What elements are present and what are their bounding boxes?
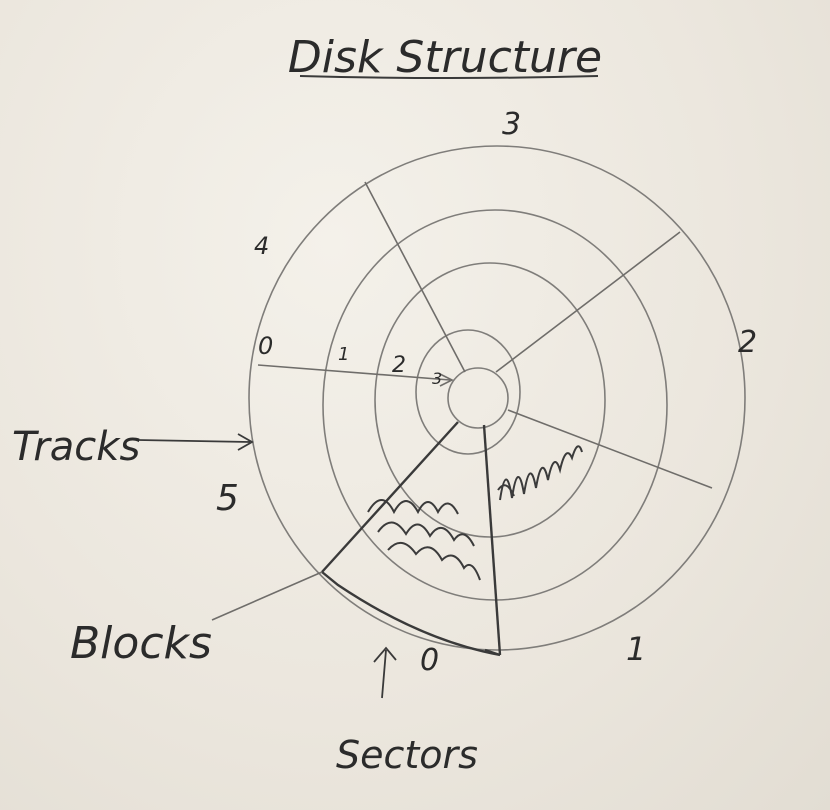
sector-outline bbox=[321, 571, 501, 657]
sector-number-2: 2 bbox=[738, 325, 757, 360]
track-ring-3 bbox=[415, 329, 521, 455]
blocks-pointer bbox=[211, 571, 323, 621]
sector-number-3: 3 bbox=[502, 107, 521, 142]
track-number-3: 3 bbox=[432, 369, 442, 388]
sector-number-5: 5 bbox=[216, 478, 239, 519]
track-number-2: 2 bbox=[392, 353, 406, 378]
tracks-arrow bbox=[137, 433, 254, 451]
tracks-label: Tracks bbox=[12, 424, 140, 470]
sector-number-1: 1 bbox=[626, 630, 646, 668]
track-pointer-arrowhead bbox=[439, 373, 454, 387]
track-number-1: 1 bbox=[338, 344, 349, 365]
diagram-title: Disk Structure bbox=[288, 32, 602, 83]
sector-spoke-e bbox=[321, 421, 459, 573]
block-hatch-right bbox=[497, 445, 583, 501]
sectors-arrow bbox=[373, 646, 397, 699]
track-ring-0 bbox=[248, 145, 746, 651]
track-number-0: 0 bbox=[258, 332, 273, 360]
sectors-label: Sectors bbox=[336, 733, 478, 777]
title-underline bbox=[299, 75, 599, 79]
sector-spoke-a bbox=[364, 181, 466, 373]
sector-spoke-b bbox=[495, 231, 681, 373]
sector-number-4: 4 bbox=[254, 232, 269, 260]
blocks-label: Blocks bbox=[70, 618, 212, 669]
track-pointer-line bbox=[257, 364, 451, 381]
block-hatch-left bbox=[367, 499, 481, 581]
track-ring-2 bbox=[374, 262, 606, 538]
disk-hub bbox=[447, 367, 509, 429]
sector-spoke-d bbox=[482, 424, 502, 656]
sector-spoke-c bbox=[507, 409, 713, 489]
sector-number-0: 0 bbox=[420, 643, 439, 678]
